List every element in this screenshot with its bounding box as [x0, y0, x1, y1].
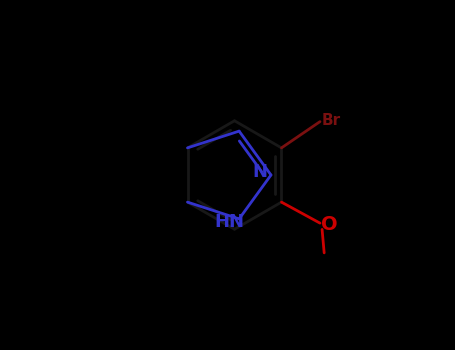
Text: O: O: [321, 215, 337, 234]
Text: HN: HN: [214, 213, 244, 231]
Text: Br: Br: [322, 113, 341, 128]
Text: N: N: [253, 162, 267, 181]
